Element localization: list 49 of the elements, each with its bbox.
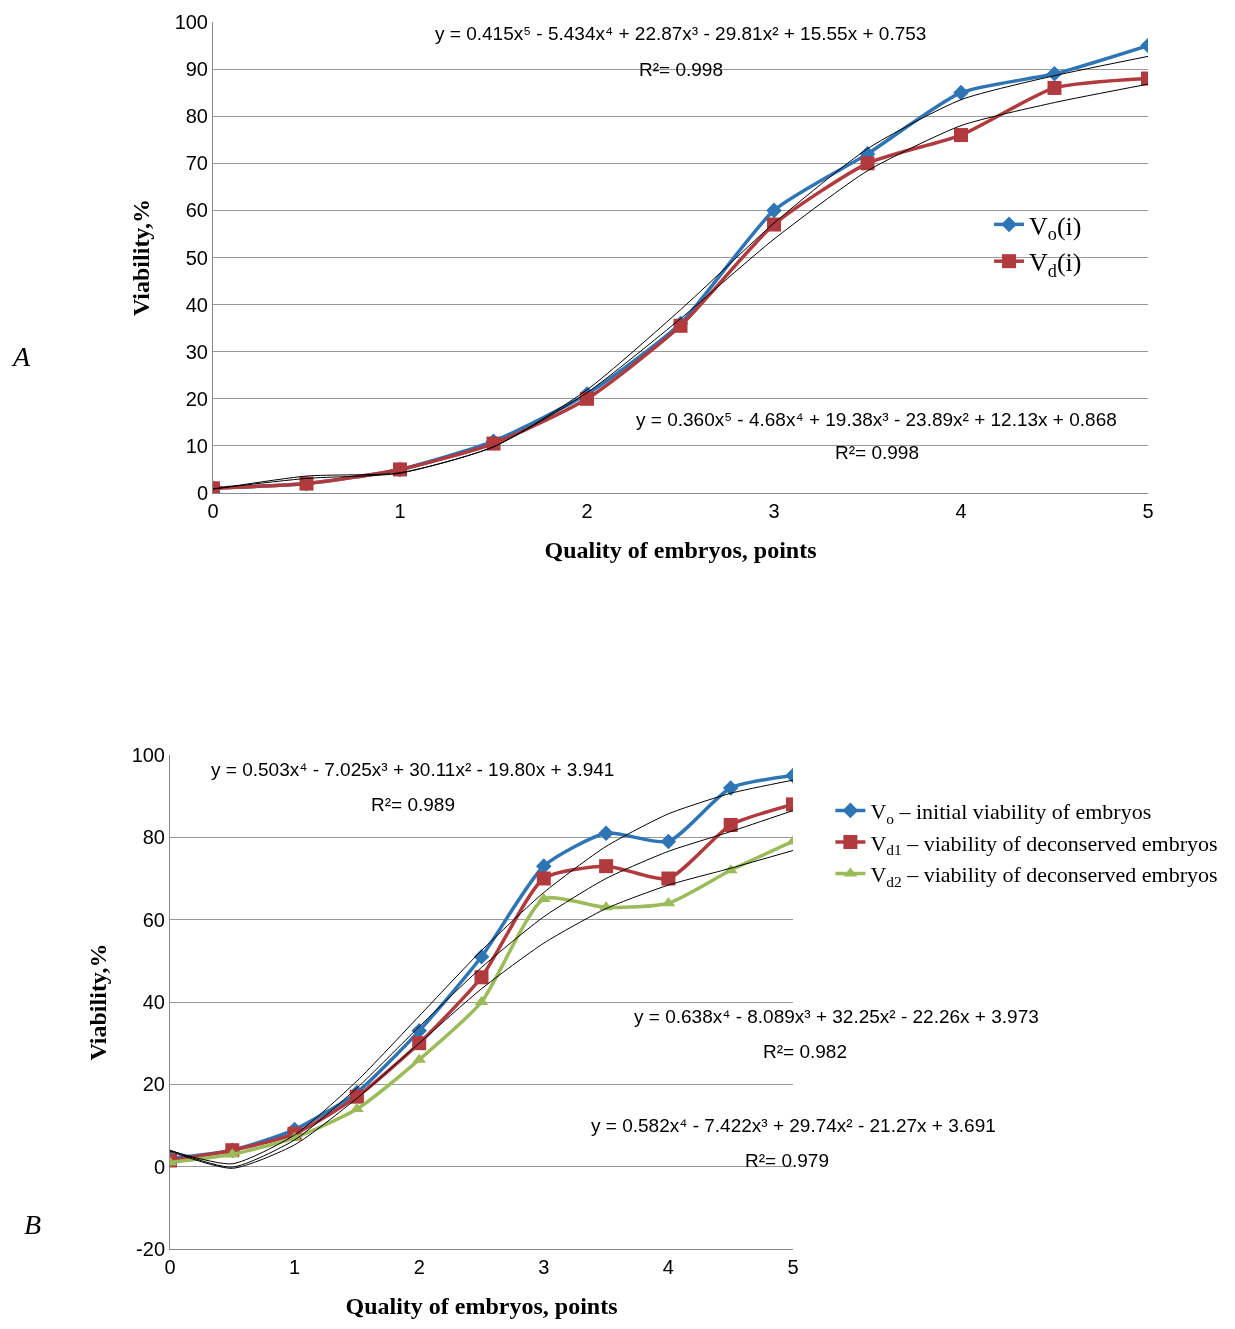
- y-tick-label: 30: [185, 340, 208, 363]
- legend-label: V$_{o}$(i): [1029, 211, 1082, 244]
- annotation: y = 0.638x⁴ - 8.089x³ + 32.25x² - 22.26x + 3.973: [634, 1006, 1039, 1027]
- x-tick-label: 3: [768, 500, 780, 522]
- annotation: y = 0.503x⁴ - 7.025x³ + 30.11x² - 19.80x + 3.941: [211, 759, 615, 780]
- y-tick-label: 50: [185, 246, 208, 269]
- legend-label: V$_{d1}$ – viability of deconserved embryos: [870, 830, 1218, 859]
- y-tick-label: 100: [174, 11, 208, 33]
- legend-label: V$_{o}$ – initial viability of embryos: [870, 798, 1152, 827]
- y-axis-title: Viability,%: [127, 198, 154, 317]
- x-tick-label: 2: [413, 1256, 425, 1278]
- annotation: y = 0.415x⁵ - 5.434x⁴ + 22.87x³ - 29.81x² + 15.55x + 0.753: [435, 23, 927, 44]
- annotation: R²= 0.982: [763, 1041, 847, 1062]
- x-axis-title: Quality of embryos, points: [345, 1293, 618, 1320]
- annotation: R²= 0.979: [745, 1150, 829, 1171]
- legend-label: V$_{d2}$ – viability of deconserved embryos: [870, 862, 1218, 890]
- x-tick-label: 1: [394, 500, 406, 522]
- x-tick-label: 2: [581, 500, 593, 522]
- x-tick-label: 3: [538, 1256, 550, 1278]
- legend-label: V$_{d}$(i): [1029, 248, 1082, 281]
- y-tick-label: 0: [196, 482, 208, 504]
- y-tick-label: 100: [131, 744, 165, 766]
- text: A: [11, 341, 31, 372]
- annotation: y = 0.582x⁴ - 7.422x³ + 29.74x² - 21.27x + 3.691: [591, 1115, 996, 1136]
- annotation: R²= 0.989: [371, 794, 455, 815]
- y-tick-label: -20: [136, 1238, 165, 1260]
- annotation: y = 0.360x⁵ - 4.68x⁴ + 19.38x³ - 23.89x² + 12.13x + 0.868: [636, 409, 1117, 430]
- y-axis-title: Viability,%: [84, 943, 111, 1061]
- x-tick-label: 1: [289, 1256, 301, 1278]
- y-tick-label: 60: [185, 199, 208, 222]
- y-tick-label: 70: [185, 152, 208, 175]
- x-tick-label: 5: [787, 1256, 799, 1278]
- y-tick-label: 20: [142, 1073, 165, 1096]
- y-tick-label: 80: [142, 826, 165, 849]
- x-tick-label: 4: [955, 500, 967, 522]
- y-tick-label: 10: [185, 434, 208, 457]
- annotation: R²= 0.998: [639, 59, 723, 80]
- y-tick-label: 60: [142, 908, 165, 931]
- y-tick-label: 20: [185, 387, 208, 410]
- x-tick-label: 4: [662, 1256, 674, 1278]
- y-tick-label: 40: [142, 991, 165, 1013]
- x-tick-label: 5: [1142, 500, 1154, 522]
- y-tick-label: 90: [185, 58, 208, 81]
- y-tick-label: 40: [185, 293, 208, 316]
- y-tick-label: 0: [153, 1155, 165, 1178]
- x-axis-title: Quality of embryos, points: [544, 537, 817, 564]
- y-tick-label: 80: [185, 105, 208, 128]
- text: B: [24, 1209, 42, 1240]
- annotation: R²= 0.998: [835, 442, 919, 463]
